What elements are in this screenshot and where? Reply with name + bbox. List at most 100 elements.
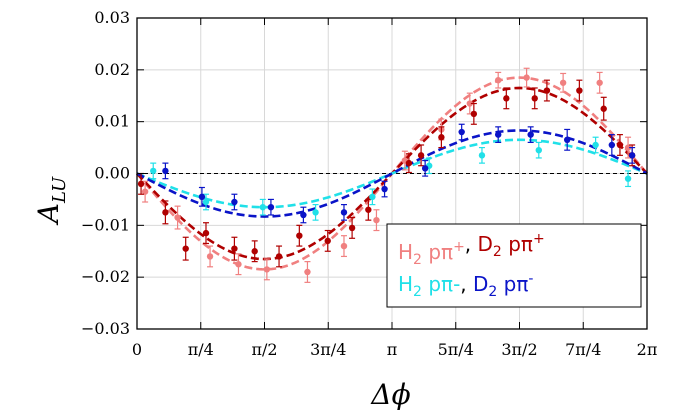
legend-entry-rest: pπ (497, 272, 528, 296)
data-point (137, 180, 145, 188)
data-point (340, 242, 348, 250)
fit-curve (136, 138, 648, 209)
y-axis-label-main: A (32, 203, 65, 226)
legend-subscript: 2 (413, 284, 422, 300)
data-point (600, 105, 607, 112)
legend-line-1: H2 pπ+, D2 pπ+ (398, 231, 545, 268)
legend-entry-rest: pπ (422, 240, 453, 264)
data-point (608, 141, 616, 149)
data-point (458, 128, 465, 136)
data-point (559, 79, 567, 86)
x-tick-labels: 0 π/4 π/2 3π/4 π 5π/4 3π/2 7π/4 2π (132, 340, 657, 359)
y-tick-label: −0.03 (81, 319, 130, 338)
data-point (348, 224, 356, 232)
svg-text:ALU: ALU (32, 176, 70, 226)
data-point (259, 203, 267, 211)
legend-entry-rest: pπ (502, 232, 533, 256)
fit-curve (136, 129, 648, 218)
legend-entry-text: D (478, 232, 493, 256)
data-point (231, 245, 238, 252)
data-point (628, 152, 636, 159)
data-point (174, 214, 181, 221)
y-tick-labels: 0.03 0.02 0.01 0.00 −0.01 −0.02 −0.03 (81, 8, 130, 338)
fit-curves (136, 76, 648, 271)
data-point (438, 134, 445, 141)
y-tick-label: 0.02 (94, 60, 130, 79)
data-point (198, 193, 206, 201)
data-point (312, 209, 319, 216)
x-tick-label: 3π/2 (501, 340, 537, 359)
data-point (624, 144, 632, 151)
legend-entry-text: , (460, 272, 473, 296)
data-point (576, 87, 583, 94)
x-tick-label: π (387, 340, 398, 359)
data-point (182, 245, 189, 252)
data-point (523, 74, 530, 81)
x-tick-label: π/2 (251, 340, 277, 359)
data-point (340, 209, 348, 216)
data-point (421, 165, 429, 172)
data-point (141, 188, 149, 195)
y-tick-label: 0.03 (94, 8, 130, 27)
y-axis-label: ALU (32, 176, 70, 226)
data-point (162, 209, 169, 216)
data-point (324, 237, 331, 245)
x-tick-label: π/4 (188, 340, 214, 359)
legend-entry-text: H (398, 240, 413, 264)
data-point (495, 77, 502, 84)
data-point (365, 206, 372, 213)
y-tick-label: −0.02 (81, 267, 130, 286)
data-point (369, 193, 376, 201)
data-point (495, 131, 502, 138)
legend-entry-rest: pπ- (422, 272, 460, 296)
data-point (206, 253, 214, 260)
x-tick-label: 7π/4 (565, 340, 601, 359)
data-point (202, 198, 210, 206)
data-point (373, 216, 380, 224)
data-point (202, 229, 210, 237)
data-point (405, 159, 413, 167)
y-tick-label: 0.01 (94, 112, 130, 131)
legend-entry-text: , (465, 232, 478, 256)
legend-line-2: H2 pπ-, D2 pπ- (398, 271, 533, 300)
legend-entry-text: H (398, 272, 413, 296)
legend-superscript: + (533, 231, 545, 247)
data-point (304, 268, 311, 276)
y-tick-label: −0.01 (81, 215, 130, 234)
data-point (251, 248, 258, 255)
data-point (470, 110, 478, 118)
y-axis-label-subscript: LU (49, 176, 70, 204)
data-point (267, 203, 275, 211)
data-point (150, 167, 157, 175)
data-point (300, 211, 307, 219)
data-point (535, 146, 542, 154)
legend-superscript: + (453, 239, 465, 255)
data-point (531, 95, 538, 102)
data-point (296, 232, 303, 239)
legend-subscript: 2 (488, 284, 497, 300)
legend-entry-text: D (473, 272, 488, 296)
data-point (231, 198, 238, 206)
data-point (381, 185, 388, 193)
data-point (263, 266, 271, 273)
data-point (596, 79, 603, 86)
legend: H2 pπ+, D2 pπ+ H2 pπ-, D2 pπ- (386, 223, 642, 308)
x-axis-label: Δϕ (370, 378, 410, 411)
legend-subscript: 2 (413, 252, 422, 268)
data-point (466, 100, 473, 107)
data-point (235, 261, 242, 268)
data-point (503, 95, 510, 102)
data-point (478, 152, 486, 159)
legend-subscript: 2 (493, 244, 502, 260)
y-tick-label: 0.00 (94, 164, 130, 183)
data-point (616, 141, 624, 149)
data-points (137, 67, 636, 283)
data-point (527, 131, 534, 138)
x-tick-label: 5π/4 (438, 340, 474, 359)
data-point (275, 253, 283, 260)
data-point (417, 152, 425, 159)
data-point (162, 167, 169, 175)
legend-superscript: - (528, 271, 533, 287)
data-point (592, 141, 599, 149)
